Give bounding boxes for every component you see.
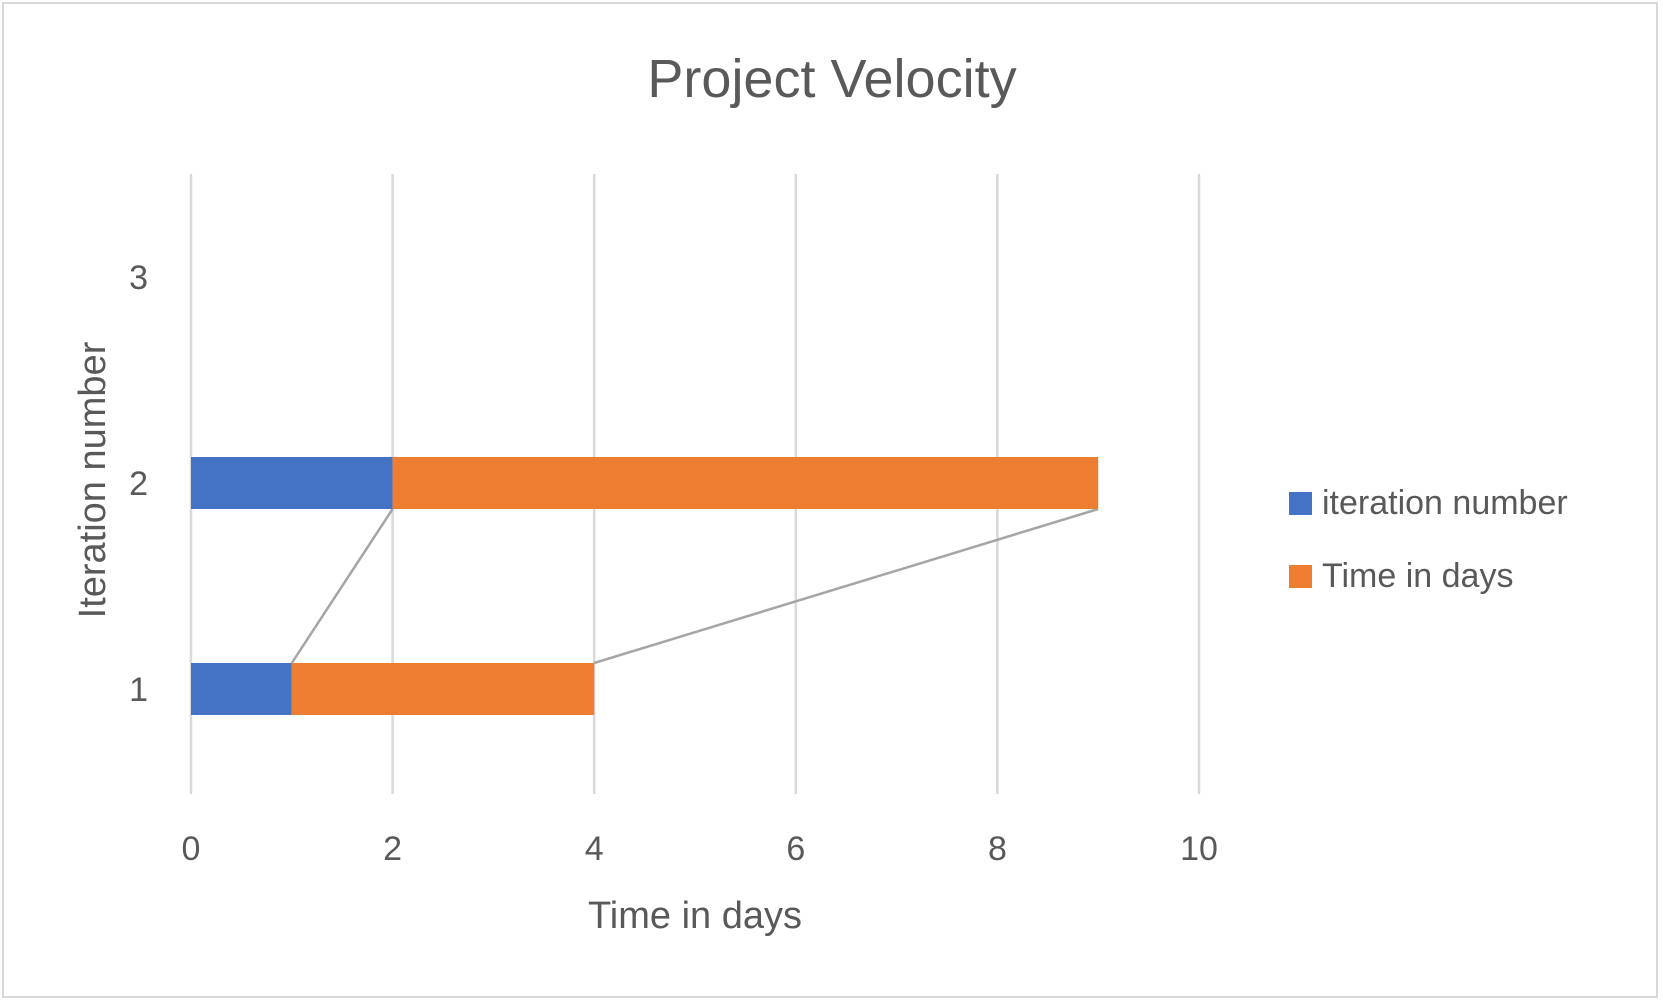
x-tick-label: 10	[1180, 830, 1218, 868]
y-tick-label: 2	[129, 465, 148, 503]
chart-title: Project Velocity	[647, 49, 1016, 109]
legend-label: Time in days	[1322, 557, 1513, 595]
x-tick-label: 0	[182, 830, 201, 868]
legend-swatch	[1289, 565, 1312, 588]
series-lines	[290, 507, 1099, 665]
x-axis-label: Time in days	[588, 895, 802, 937]
bars	[191, 457, 1099, 715]
bar-segment-time-in-days-2	[392, 457, 1099, 509]
bar-segment-time-in-days-1	[291, 663, 595, 715]
x-tick-label: 8	[988, 830, 1007, 868]
bar-segment-iteration-number-2	[191, 457, 393, 509]
x-tick-label: 2	[383, 830, 402, 868]
x-axis-ticks: 0 2 4 6 8 10	[182, 830, 1218, 868]
x-tick-label: 4	[585, 830, 604, 868]
x-tick-label: 6	[786, 830, 805, 868]
legend-swatch	[1289, 492, 1312, 515]
series-line	[290, 508, 394, 664]
y-axis-ticks: 1 2 3	[129, 259, 148, 709]
legend-label: iteration number	[1322, 484, 1568, 522]
y-axis-label: Iteration number	[72, 341, 114, 618]
bar-segment-iteration-number-1	[191, 663, 292, 715]
y-tick-label: 3	[129, 259, 148, 297]
y-tick-label: 1	[129, 671, 148, 709]
series-line	[593, 507, 1099, 665]
legend: iteration number Time in days	[1289, 484, 1568, 595]
